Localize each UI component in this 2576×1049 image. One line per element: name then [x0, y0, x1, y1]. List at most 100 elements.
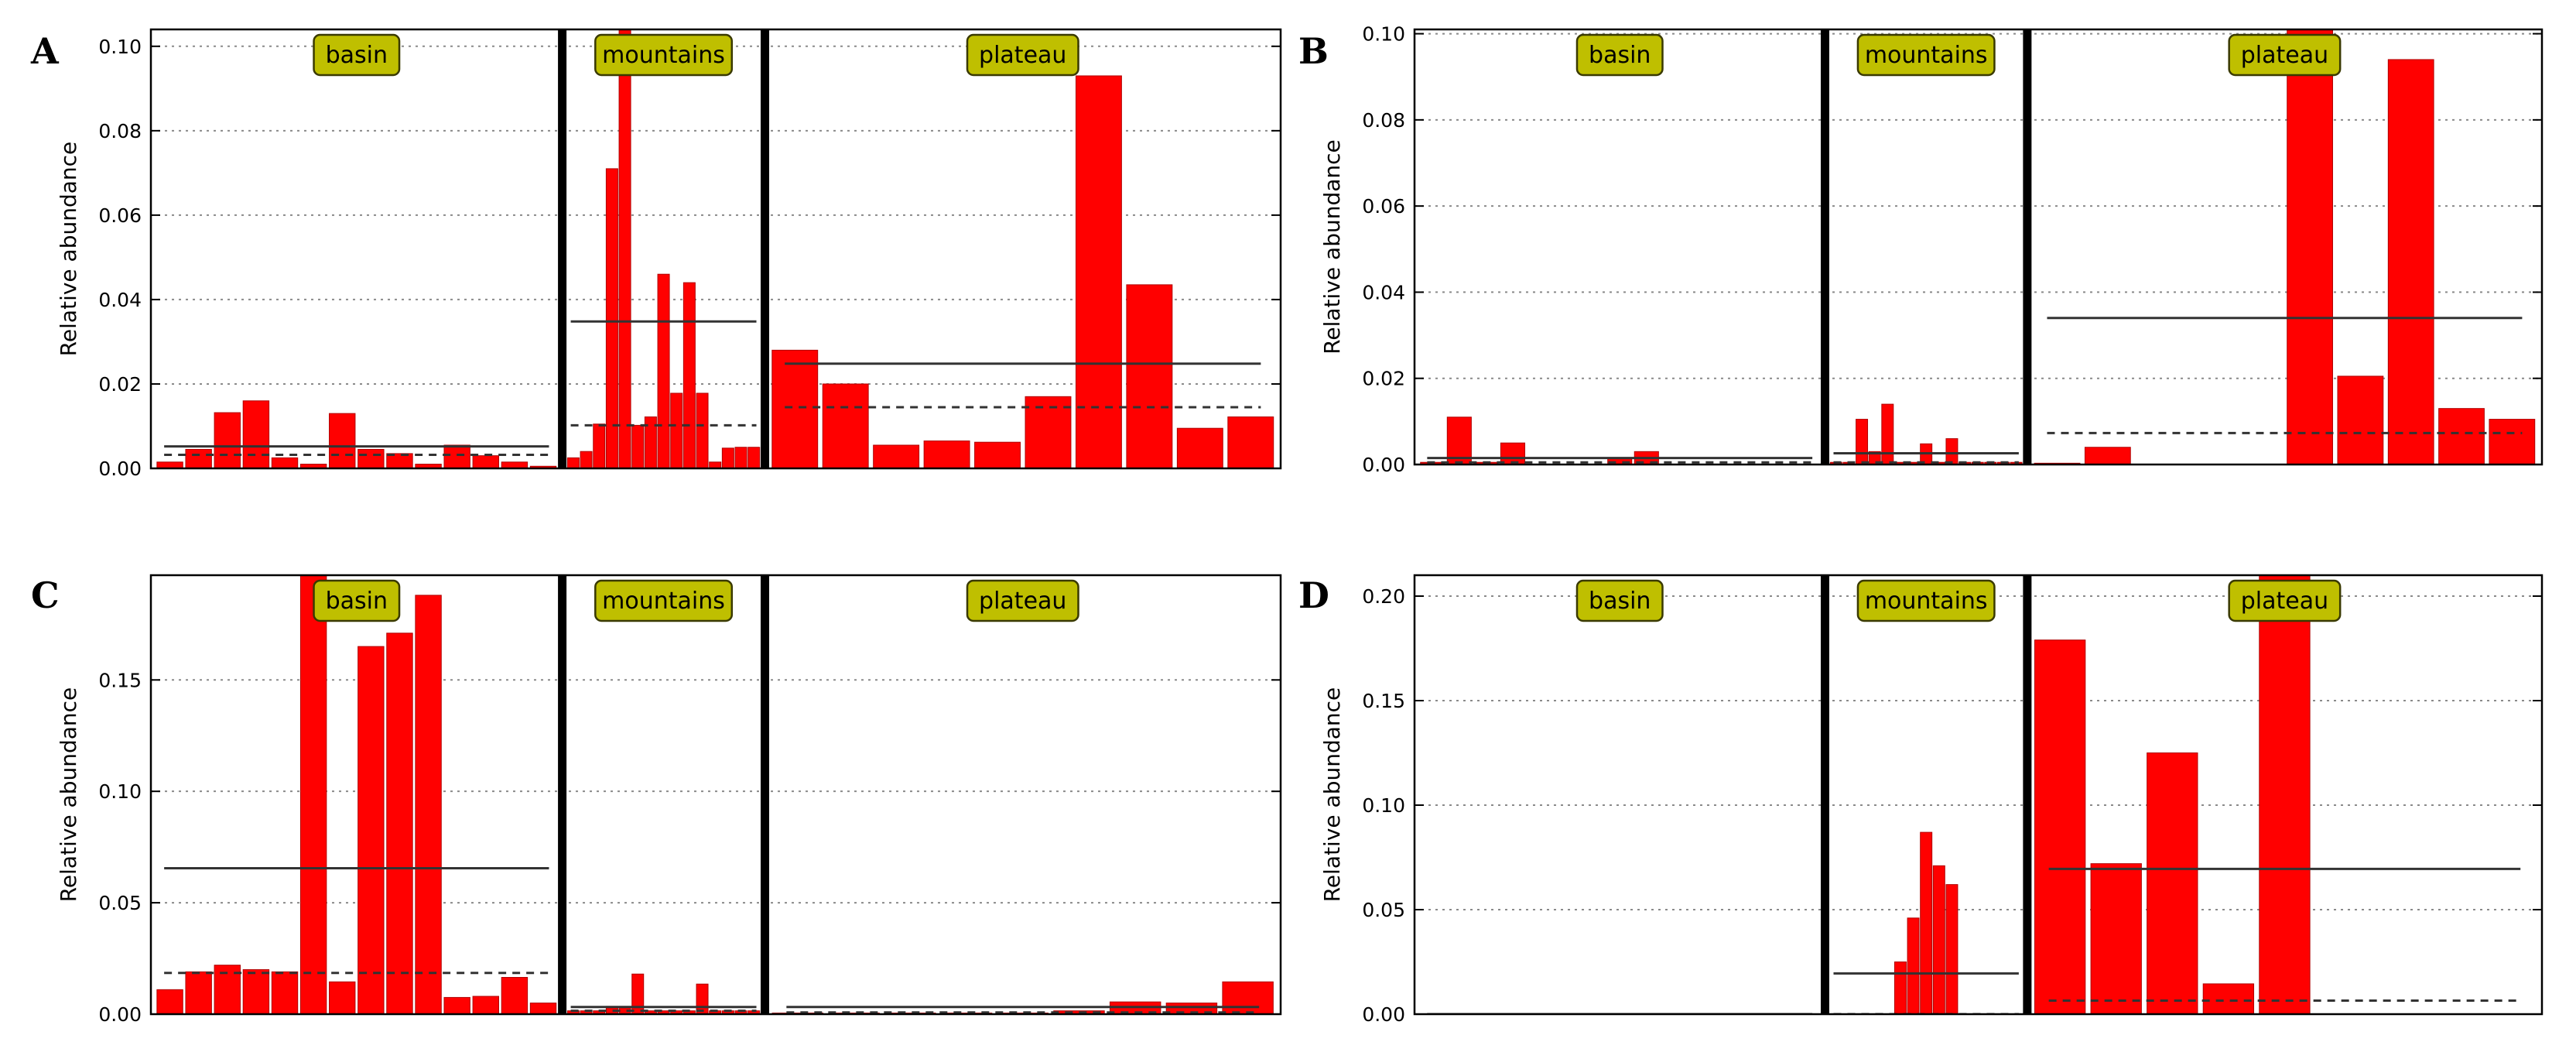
y-tick-label: 0.15 — [98, 669, 142, 691]
bar — [386, 453, 413, 468]
bar — [2438, 408, 2485, 465]
bar — [357, 448, 385, 468]
group-label: basin — [1589, 588, 1651, 615]
bar — [501, 977, 529, 1014]
bar — [631, 424, 645, 468]
group-label-box — [594, 33, 734, 77]
bar — [2084, 447, 2131, 465]
y-tick-label: 0.04 — [1362, 281, 1405, 303]
y-tick-label: 0.10 — [1362, 23, 1405, 46]
y-tick-label: 0.00 — [98, 458, 142, 480]
group-label-box — [1856, 33, 1996, 77]
bar — [566, 457, 580, 468]
bar — [873, 444, 920, 468]
y-axis-label: Relative abundance — [1319, 139, 1345, 355]
bar — [242, 400, 270, 468]
group-label: basin — [1589, 42, 1651, 69]
group-label: mountains — [1865, 588, 1988, 615]
plot-area — [1427, 575, 2521, 1014]
y-tick-label: 0.10 — [98, 780, 142, 803]
bar — [329, 413, 356, 468]
y-tick-label: 0.02 — [1362, 368, 1405, 390]
group-label-box — [966, 579, 1079, 622]
panel-b: B 0.00 0.02 0.04 0.06 0.08 0.10 Relative abunda… — [1298, 23, 2544, 476]
group-label: plateau — [979, 42, 1066, 69]
y-tick-label: 0.05 — [98, 892, 142, 914]
group-label: plateau — [2241, 42, 2328, 69]
bar — [2202, 983, 2255, 1014]
group-plateau — [2034, 575, 2521, 1014]
bar — [214, 412, 241, 468]
group-label-box — [1575, 579, 1664, 622]
bar — [923, 441, 970, 468]
bar — [657, 273, 670, 468]
bar — [156, 461, 183, 468]
bar — [1500, 442, 1526, 465]
y-tick-label: 0.04 — [98, 289, 142, 311]
bar — [696, 983, 709, 1014]
bar — [529, 1003, 557, 1014]
bar — [156, 989, 183, 1014]
group-label: mountains — [602, 42, 725, 69]
bar — [747, 447, 761, 468]
y-axis-label: Relative abundance — [56, 142, 81, 357]
panel-letter: B — [1298, 30, 1329, 72]
group-label-box — [1575, 33, 1664, 77]
bar — [329, 981, 356, 1014]
bar — [682, 282, 696, 468]
bar — [580, 451, 593, 468]
group-label: plateau — [2241, 588, 2328, 615]
bar — [1907, 917, 1920, 1014]
y-tick-label: 0.00 — [1362, 1003, 1405, 1026]
bar — [185, 448, 212, 468]
bar — [709, 461, 722, 468]
group-plateau — [771, 75, 1274, 468]
y-tick-label: 0.08 — [98, 120, 142, 142]
y-tick-label: 0.08 — [1362, 109, 1405, 132]
y-tick-label: 0.15 — [1362, 690, 1405, 712]
y-tick-label: 0.10 — [1362, 794, 1405, 817]
bar — [299, 575, 327, 1014]
bar — [185, 971, 212, 1014]
bar — [2034, 639, 2086, 1014]
panel-c: C 0.00 0.05 0.10 0.15 Relative abundance basin… — [31, 574, 1282, 1026]
bar — [271, 457, 299, 468]
plot-area — [156, 29, 1274, 468]
panel-letter: C — [31, 574, 60, 616]
bar — [2287, 29, 2333, 465]
bar — [822, 383, 869, 468]
bar — [242, 968, 270, 1014]
bar — [1920, 831, 1933, 1014]
bar — [1856, 419, 1869, 465]
panel-a: A 0.00 0.02 0.04 0.06 0.08 0.10 Relative abunda… — [30, 28, 1282, 480]
panel-letter: A — [30, 30, 60, 72]
bar — [2489, 419, 2536, 465]
group-mountains — [1829, 403, 2023, 465]
bar — [1222, 981, 1274, 1014]
axes-frame — [1413, 574, 2544, 1016]
bar — [2387, 59, 2434, 465]
bar — [472, 455, 500, 468]
axes-frame — [1413, 28, 2544, 466]
group-mountains — [1833, 831, 2019, 1014]
group-label: basin — [326, 42, 388, 69]
bar — [2147, 752, 2198, 1014]
bar — [299, 464, 327, 468]
group-label: basin — [326, 588, 388, 615]
group-label-box — [1856, 579, 1996, 622]
group-basin — [156, 400, 557, 468]
y-tick-label: 0.02 — [98, 373, 142, 396]
bar — [415, 464, 442, 468]
group-label-box — [2228, 579, 2342, 622]
group-mountains — [566, 29, 761, 468]
group-mountains — [566, 973, 761, 1014]
y-tick-label: 0.00 — [1362, 454, 1405, 476]
y-tick-label: 0.06 — [1362, 195, 1405, 218]
bar — [696, 393, 709, 468]
bar — [618, 29, 631, 468]
panel-letter: D — [1298, 574, 1329, 616]
y-tick-label: 0.00 — [98, 1003, 142, 1026]
bar — [271, 971, 299, 1014]
group-plateau — [771, 981, 1274, 1014]
